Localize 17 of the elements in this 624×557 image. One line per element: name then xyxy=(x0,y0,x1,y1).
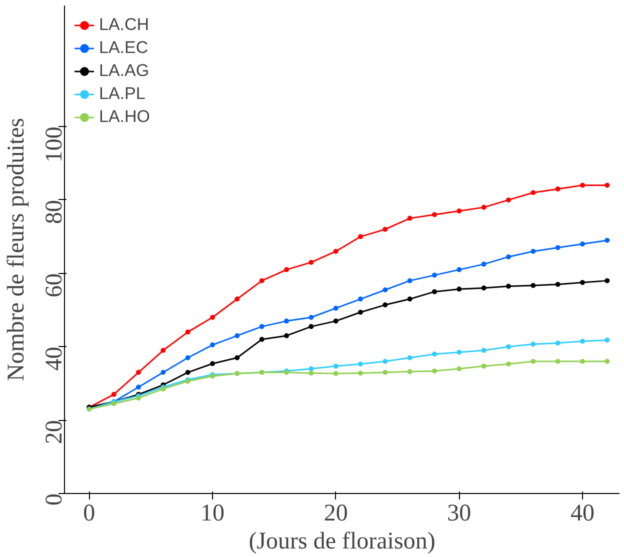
legend-label: LA.EC xyxy=(99,38,148,58)
x-tick-label: 10 xyxy=(200,500,224,526)
x-tick-label: 40 xyxy=(570,500,594,526)
y-axis-title: Nombre de fleurs produites xyxy=(4,118,30,382)
y-tick-label: 20 xyxy=(42,420,68,444)
x-tick-label: 0 xyxy=(83,500,96,526)
y-tick-label: 40 xyxy=(42,346,68,371)
y-tick-label: 60 xyxy=(42,273,68,298)
legend-label: LA.PL xyxy=(99,84,146,104)
legend-label: LA.CH xyxy=(99,15,150,35)
y-tick-label: 100 xyxy=(42,126,68,163)
legend-label: LA.HO xyxy=(99,107,150,127)
x-axis-title: (Jours de floraison) xyxy=(248,528,436,554)
x-tick-label: 20 xyxy=(324,500,348,526)
x-tick-label: 30 xyxy=(447,500,472,526)
y-tick-label: 80 xyxy=(42,200,68,224)
legend-label: LA.AG xyxy=(99,61,150,81)
